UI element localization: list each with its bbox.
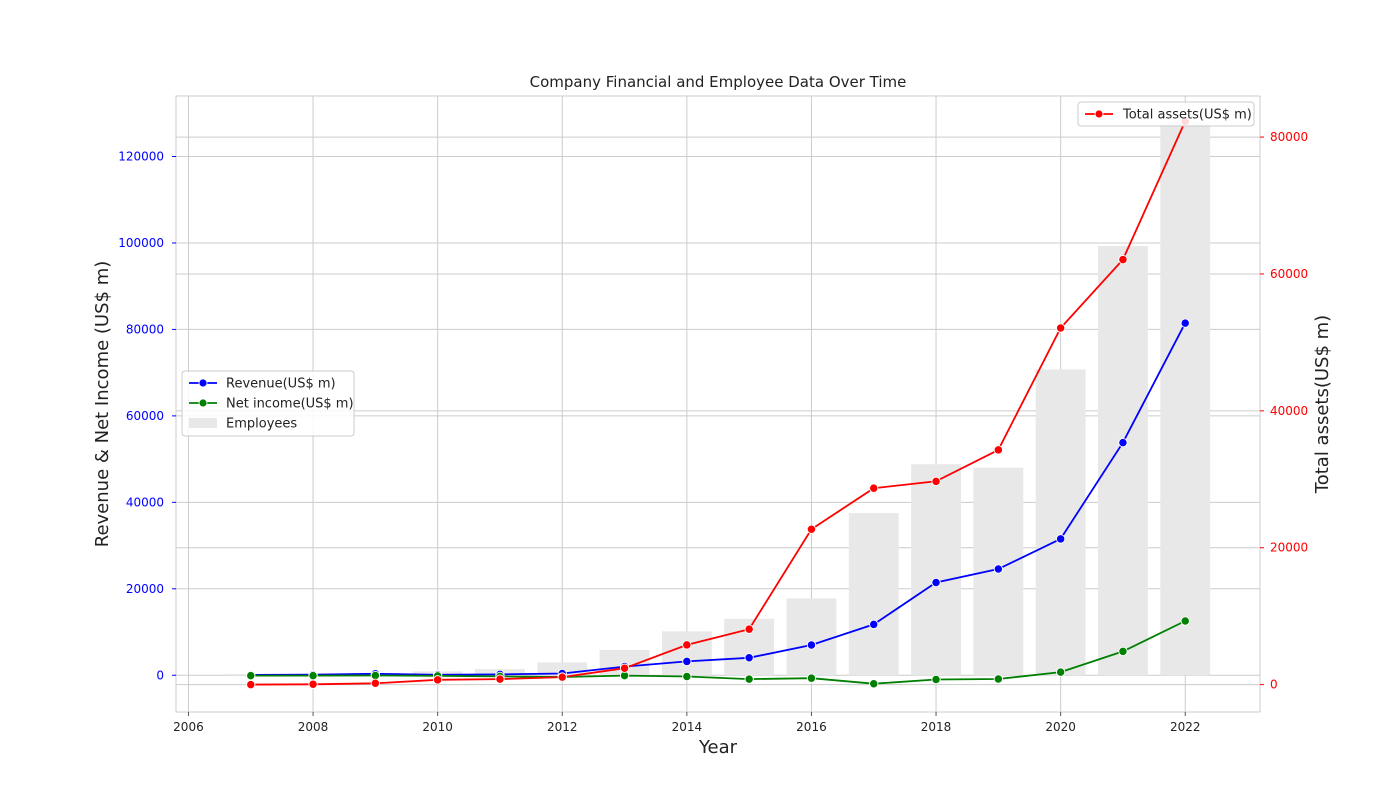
total-assets-point [308,679,318,689]
y-tick-label-right: 80000 [1270,130,1308,144]
total-assets-point [1055,323,1066,333]
net-income-point [869,679,879,689]
net-income-point [806,673,817,683]
y-tick-label-left: 0 [156,668,164,682]
revenue-point [744,653,754,663]
x-tick-label: 2012 [547,720,578,734]
total-assets-point [1118,254,1128,265]
net-income-point [1055,667,1066,677]
total-assets-point [619,663,630,673]
y-tick-label-left: 80000 [126,322,164,336]
net-income-point [993,674,1003,684]
x-axis-label: Year [698,737,738,758]
y-tick-label-left: 60000 [126,409,164,423]
legend-right-box [1077,101,1255,127]
net-income-point [246,670,256,681]
employee-bar [1098,246,1148,676]
legend-swatch-employees [189,418,217,428]
x-tick-label: 2006 [173,720,204,734]
chart-title: Company Financial and Employee Data Over… [530,73,907,91]
total-assets-point [744,624,754,634]
plot-frame [175,95,1261,713]
y-tick-label-right: 20000 [1270,541,1308,555]
legend-left-box [181,370,355,437]
total-assets-line [250,120,1187,686]
net-income-point [308,670,318,681]
total-assets-point [869,483,879,493]
legend-label-total-assets: Total assets(US$ m) [1122,108,1252,123]
employee-bar [786,598,837,676]
y-tick-label-right: 40000 [1270,404,1308,418]
x-tick-label: 2014 [672,720,703,734]
legend-label-revenue: Revenue(US$ m) [226,377,336,392]
net-income-point [1118,646,1128,657]
net-income-point [370,670,381,681]
y-axis-label-right: Total assets(US$ m) [1312,315,1333,494]
revenue-point [993,564,1003,574]
y-tick-label-left: 120000 [118,150,164,164]
y-tick-label-right: 60000 [1270,267,1308,281]
legend-marker-revenue [198,378,208,388]
y-tick-label-left: 100000 [118,236,164,250]
revenue-point [1118,437,1128,448]
total-assets-point [370,678,381,688]
legend-right: Total assets(US$ m) [1077,101,1255,127]
revenue-point [869,619,879,630]
y-axis-label-left: Revenue & Net Income (US$ m) [92,261,113,548]
net-income-point [744,674,754,684]
revenue-point [931,577,941,588]
y-tick-label-left: 40000 [126,495,164,509]
total-assets-point [931,476,941,486]
x-tick-label: 2016 [796,720,827,734]
revenue-line [250,322,1186,676]
x-tick-label: 2008 [298,720,329,734]
x-tick-label: 2022 [1170,720,1201,734]
net-income-point [931,674,941,685]
x-tick-label: 2018 [921,720,952,734]
revenue-point [1055,534,1066,544]
total-assets-point [682,640,692,650]
employee-bar [848,512,899,676]
legend-marker-total-assets [1094,109,1104,119]
employee-bar [1160,122,1211,676]
total-assets-point [495,674,505,684]
total-assets-point [246,679,256,690]
series-lines [246,116,1190,690]
y-tick-label-right: 0 [1270,678,1278,692]
net-income-point [1180,616,1190,626]
axes: 2006 2008 2010 2012 2014 2016 2018 2020 2022 0 200… [118,95,1308,734]
x-tick-label: 2010 [422,720,453,734]
legend-left: Revenue(US$ m) Net income(US$ m) Employees [181,370,355,437]
employee-bar [911,464,961,676]
y-tick-label-left: 20000 [126,582,164,596]
x-tick-label: 2020 [1045,720,1076,734]
employee-bar [1035,369,1086,676]
employee-bar [661,631,712,676]
legend-label-net-income: Net income(US$ m) [226,397,354,412]
legend-label-employees: Employees [226,417,297,432]
net-income-line [250,620,1186,685]
revenue-point [1180,318,1190,328]
total-assets-point [806,524,817,534]
legend-marker-net-income [198,398,208,408]
total-assets-point [557,672,567,682]
total-assets-point [993,445,1003,455]
revenue-point [806,640,817,650]
total-assets-point [433,675,443,685]
revenue-point [682,656,692,667]
net-income-point [682,671,692,682]
